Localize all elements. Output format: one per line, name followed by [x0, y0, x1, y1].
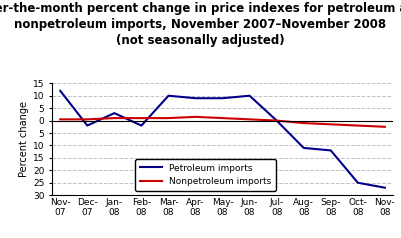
- Petroleum imports: [355, 181, 360, 184]
- Nonpetroleum imports: [220, 117, 225, 119]
- Nonpetroleum imports: [274, 119, 279, 122]
- Petroleum imports: [58, 89, 63, 92]
- Nonpetroleum imports: [301, 122, 306, 124]
- Petroleum imports: [328, 149, 333, 152]
- Petroleum imports: [274, 119, 279, 122]
- Petroleum imports: [383, 186, 387, 189]
- Petroleum imports: [166, 94, 171, 97]
- Line: Nonpetroleum imports: Nonpetroleum imports: [60, 117, 385, 127]
- Petroleum imports: [220, 97, 225, 100]
- Nonpetroleum imports: [247, 118, 252, 121]
- Petroleum imports: [139, 124, 144, 127]
- Nonpetroleum imports: [85, 118, 90, 121]
- Nonpetroleum imports: [193, 115, 198, 118]
- Nonpetroleum imports: [112, 117, 117, 119]
- Petroleum imports: [85, 124, 90, 127]
- Petroleum imports: [193, 97, 198, 100]
- Nonpetroleum imports: [355, 124, 360, 127]
- Nonpetroleum imports: [139, 117, 144, 119]
- Nonpetroleum imports: [328, 123, 333, 126]
- Legend: Petroleum imports, Nonpetroleum imports: Petroleum imports, Nonpetroleum imports: [135, 159, 276, 191]
- Text: Over-the-month percent change in price indexes for petroleum and
nonpetroleum im: Over-the-month percent change in price i…: [0, 2, 401, 47]
- Petroleum imports: [112, 112, 117, 114]
- Petroleum imports: [301, 147, 306, 149]
- Nonpetroleum imports: [58, 118, 63, 121]
- Nonpetroleum imports: [166, 117, 171, 119]
- Line: Petroleum imports: Petroleum imports: [60, 91, 385, 188]
- Nonpetroleum imports: [383, 125, 387, 128]
- Petroleum imports: [247, 94, 252, 97]
- Y-axis label: Percent change: Percent change: [19, 101, 29, 177]
